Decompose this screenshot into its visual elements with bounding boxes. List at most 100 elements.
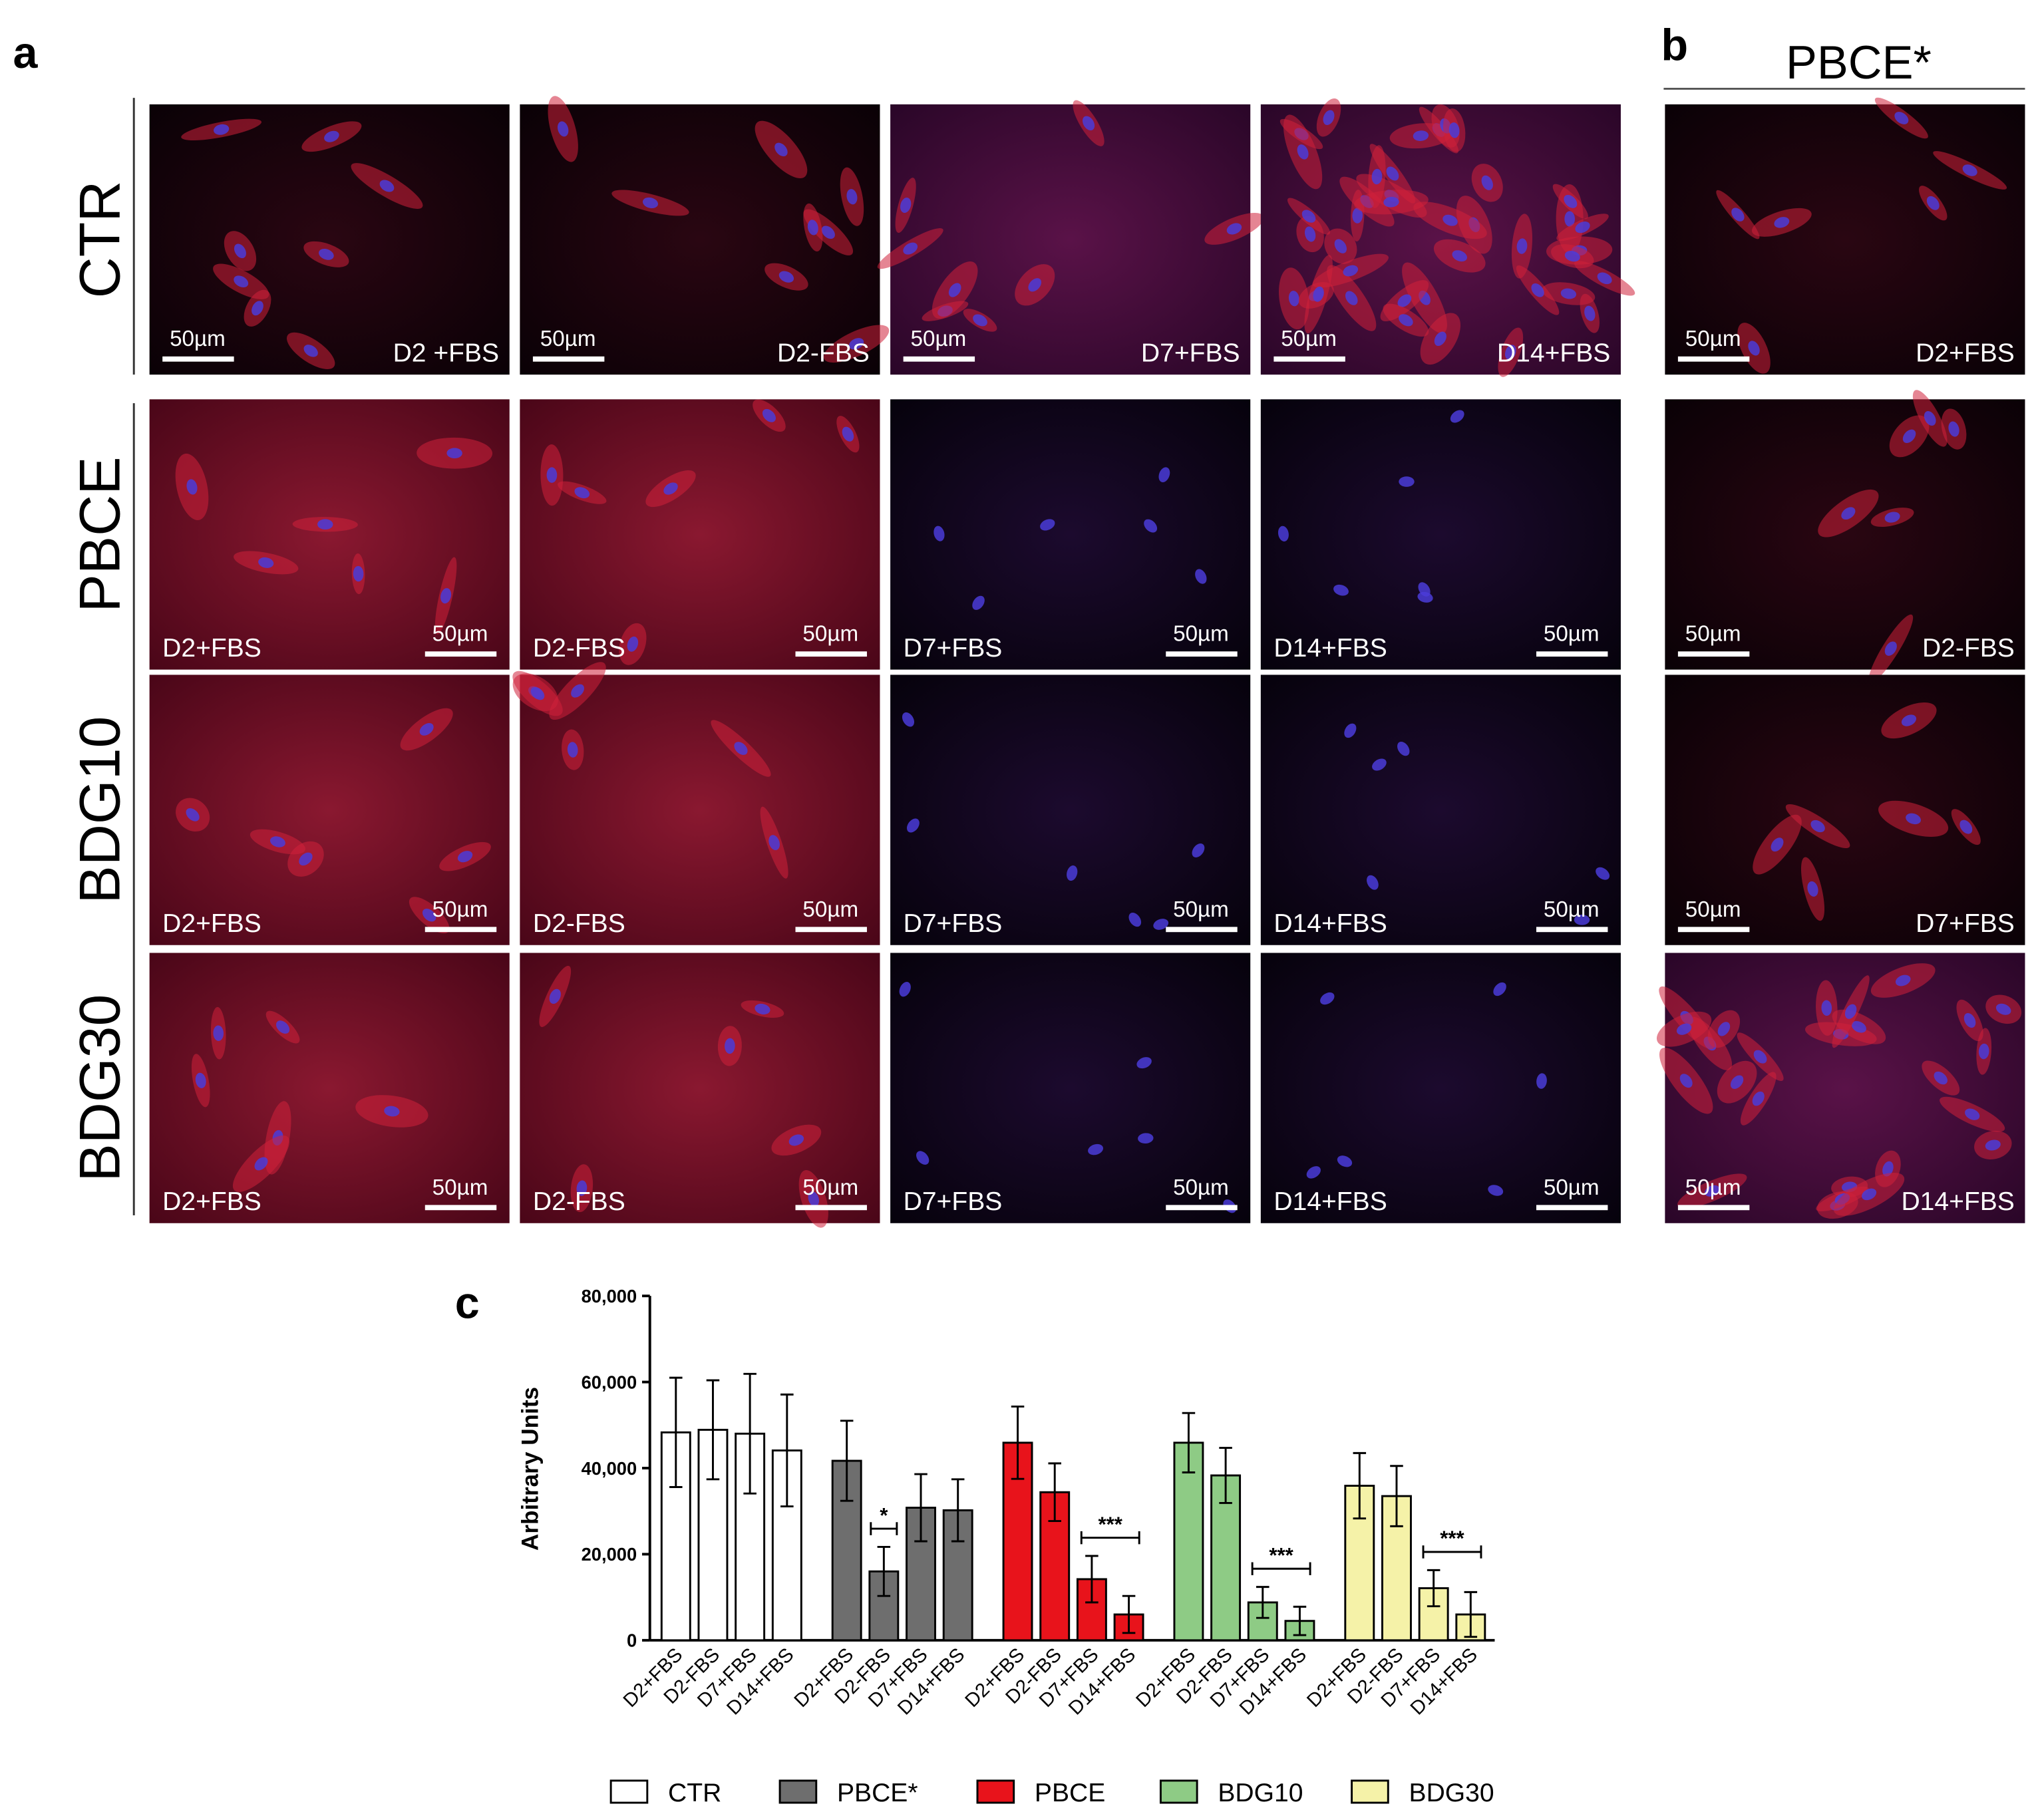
nucleus — [1679, 1074, 1693, 1088]
scale-bar — [903, 356, 975, 362]
micrograph: 50µm D2 +FBS — [149, 104, 510, 375]
y-tick-label: 20,000 — [582, 1544, 637, 1565]
scale-bar — [1274, 356, 1345, 362]
legend-swatch — [976, 1779, 1015, 1804]
scale-bar-label: 50µm — [911, 327, 967, 351]
micrograph: 50µm D14+FBS — [1260, 953, 1621, 1223]
nucleus — [214, 124, 230, 135]
nucleus — [842, 426, 854, 442]
nucleus — [1320, 992, 1335, 1005]
nucleus — [1192, 843, 1205, 857]
nucleus — [213, 1025, 224, 1041]
micrograph-bg — [890, 675, 1251, 945]
error-bar — [1256, 1586, 1270, 1619]
scale-bar-label: 50µm — [432, 897, 488, 922]
nucleus — [1226, 223, 1242, 235]
legend-label: PBCE — [1035, 1779, 1105, 1807]
nucleus — [1596, 867, 1610, 880]
nucleus — [186, 808, 200, 822]
nucleus — [1082, 116, 1095, 131]
nucleus — [1448, 122, 1460, 138]
nucleus — [252, 301, 263, 316]
nucleus — [1821, 1000, 1832, 1016]
nucleus — [379, 180, 395, 192]
nucleus — [1297, 144, 1309, 160]
micrograph-bg — [890, 953, 1251, 1223]
nucleus — [972, 595, 985, 610]
nucleus — [1313, 286, 1324, 302]
nucleus — [1337, 1155, 1353, 1167]
nucleus — [1344, 723, 1357, 738]
scale-bar-label: 50µm — [1281, 327, 1337, 351]
micrograph: 50µm D2+FBS — [1665, 97, 2025, 375]
nucleus — [1450, 410, 1464, 423]
image-label: D2-FBS — [533, 1187, 625, 1216]
micrograph: 50µm D14+FBS — [1260, 675, 1621, 945]
nucleus — [1753, 1050, 1767, 1064]
nucleus — [903, 242, 918, 255]
nucleus — [1948, 421, 1959, 437]
nucleus — [457, 851, 473, 863]
nucleus — [1965, 1108, 1980, 1120]
error-bar — [706, 1379, 720, 1481]
nucleus — [1575, 222, 1590, 233]
scale-bar — [795, 651, 867, 657]
image-label: D7+FBS — [904, 634, 1003, 663]
nucleus — [1138, 1133, 1154, 1144]
nucleus — [1434, 331, 1446, 347]
image-label: D2-FBS — [777, 339, 870, 368]
image-label: D2+FBS — [162, 634, 261, 663]
nucleus — [1383, 196, 1399, 208]
image-label: D2+FBS — [162, 1187, 261, 1216]
nucleus — [821, 226, 835, 239]
nucleus — [1028, 278, 1042, 292]
scale-bar — [1166, 651, 1238, 657]
error-bar — [1293, 1605, 1307, 1636]
scale-bar-label: 50µm — [1685, 1175, 1741, 1200]
nucleus — [902, 712, 915, 727]
nucleus — [1748, 341, 1760, 356]
nucleus — [1277, 526, 1289, 541]
nucleus — [1488, 1185, 1504, 1196]
significance-label: *** — [1440, 1527, 1464, 1550]
nucleus — [1963, 1012, 1976, 1028]
significance-label: *** — [1098, 1513, 1122, 1536]
nucleus — [848, 338, 864, 350]
micrograph: 50µm D7+FBS — [1665, 675, 2025, 945]
micrograph: 50µm D7+FBS — [890, 675, 1251, 945]
y-tick-label: 60,000 — [582, 1372, 637, 1392]
panel-label: c — [455, 1279, 480, 1328]
nucleus — [1844, 1004, 1857, 1019]
micrograph: 50µm D14+FBS — [1260, 98, 1635, 377]
scale-bar-label: 50µm — [802, 897, 858, 922]
nucleus — [1560, 288, 1577, 299]
nucleus — [422, 908, 436, 922]
nucleus — [1413, 130, 1429, 141]
micrograph-bg — [1665, 399, 2025, 670]
nucleus — [1367, 875, 1379, 890]
nucleus — [319, 248, 334, 260]
nucleus — [1564, 194, 1578, 208]
nucleus — [1481, 175, 1493, 190]
micrograph-bg — [520, 675, 880, 945]
nucleus — [558, 121, 569, 137]
scale-bar-label: 50µm — [1173, 897, 1229, 922]
image-label: D7+FBS — [904, 1187, 1003, 1216]
nucleus — [973, 314, 987, 327]
scale-bar-label: 50µm — [170, 327, 226, 351]
nucleus — [755, 1003, 770, 1014]
nucleus — [1574, 915, 1590, 925]
error-bar — [1427, 1569, 1441, 1608]
scale-bar-label: 50µm — [432, 1175, 488, 1200]
nucleus — [1752, 1091, 1765, 1106]
nucleus — [1705, 1185, 1720, 1197]
nucleus — [1902, 429, 1916, 444]
nucleus — [1323, 110, 1335, 125]
nucleus — [1452, 250, 1467, 262]
micrograph: 50µm D2-FBS — [520, 96, 890, 375]
nucleus — [846, 189, 858, 205]
scale-bar — [425, 651, 497, 657]
significance-bracket — [870, 1522, 898, 1535]
image-label: D14+FBS — [1901, 1187, 2014, 1216]
